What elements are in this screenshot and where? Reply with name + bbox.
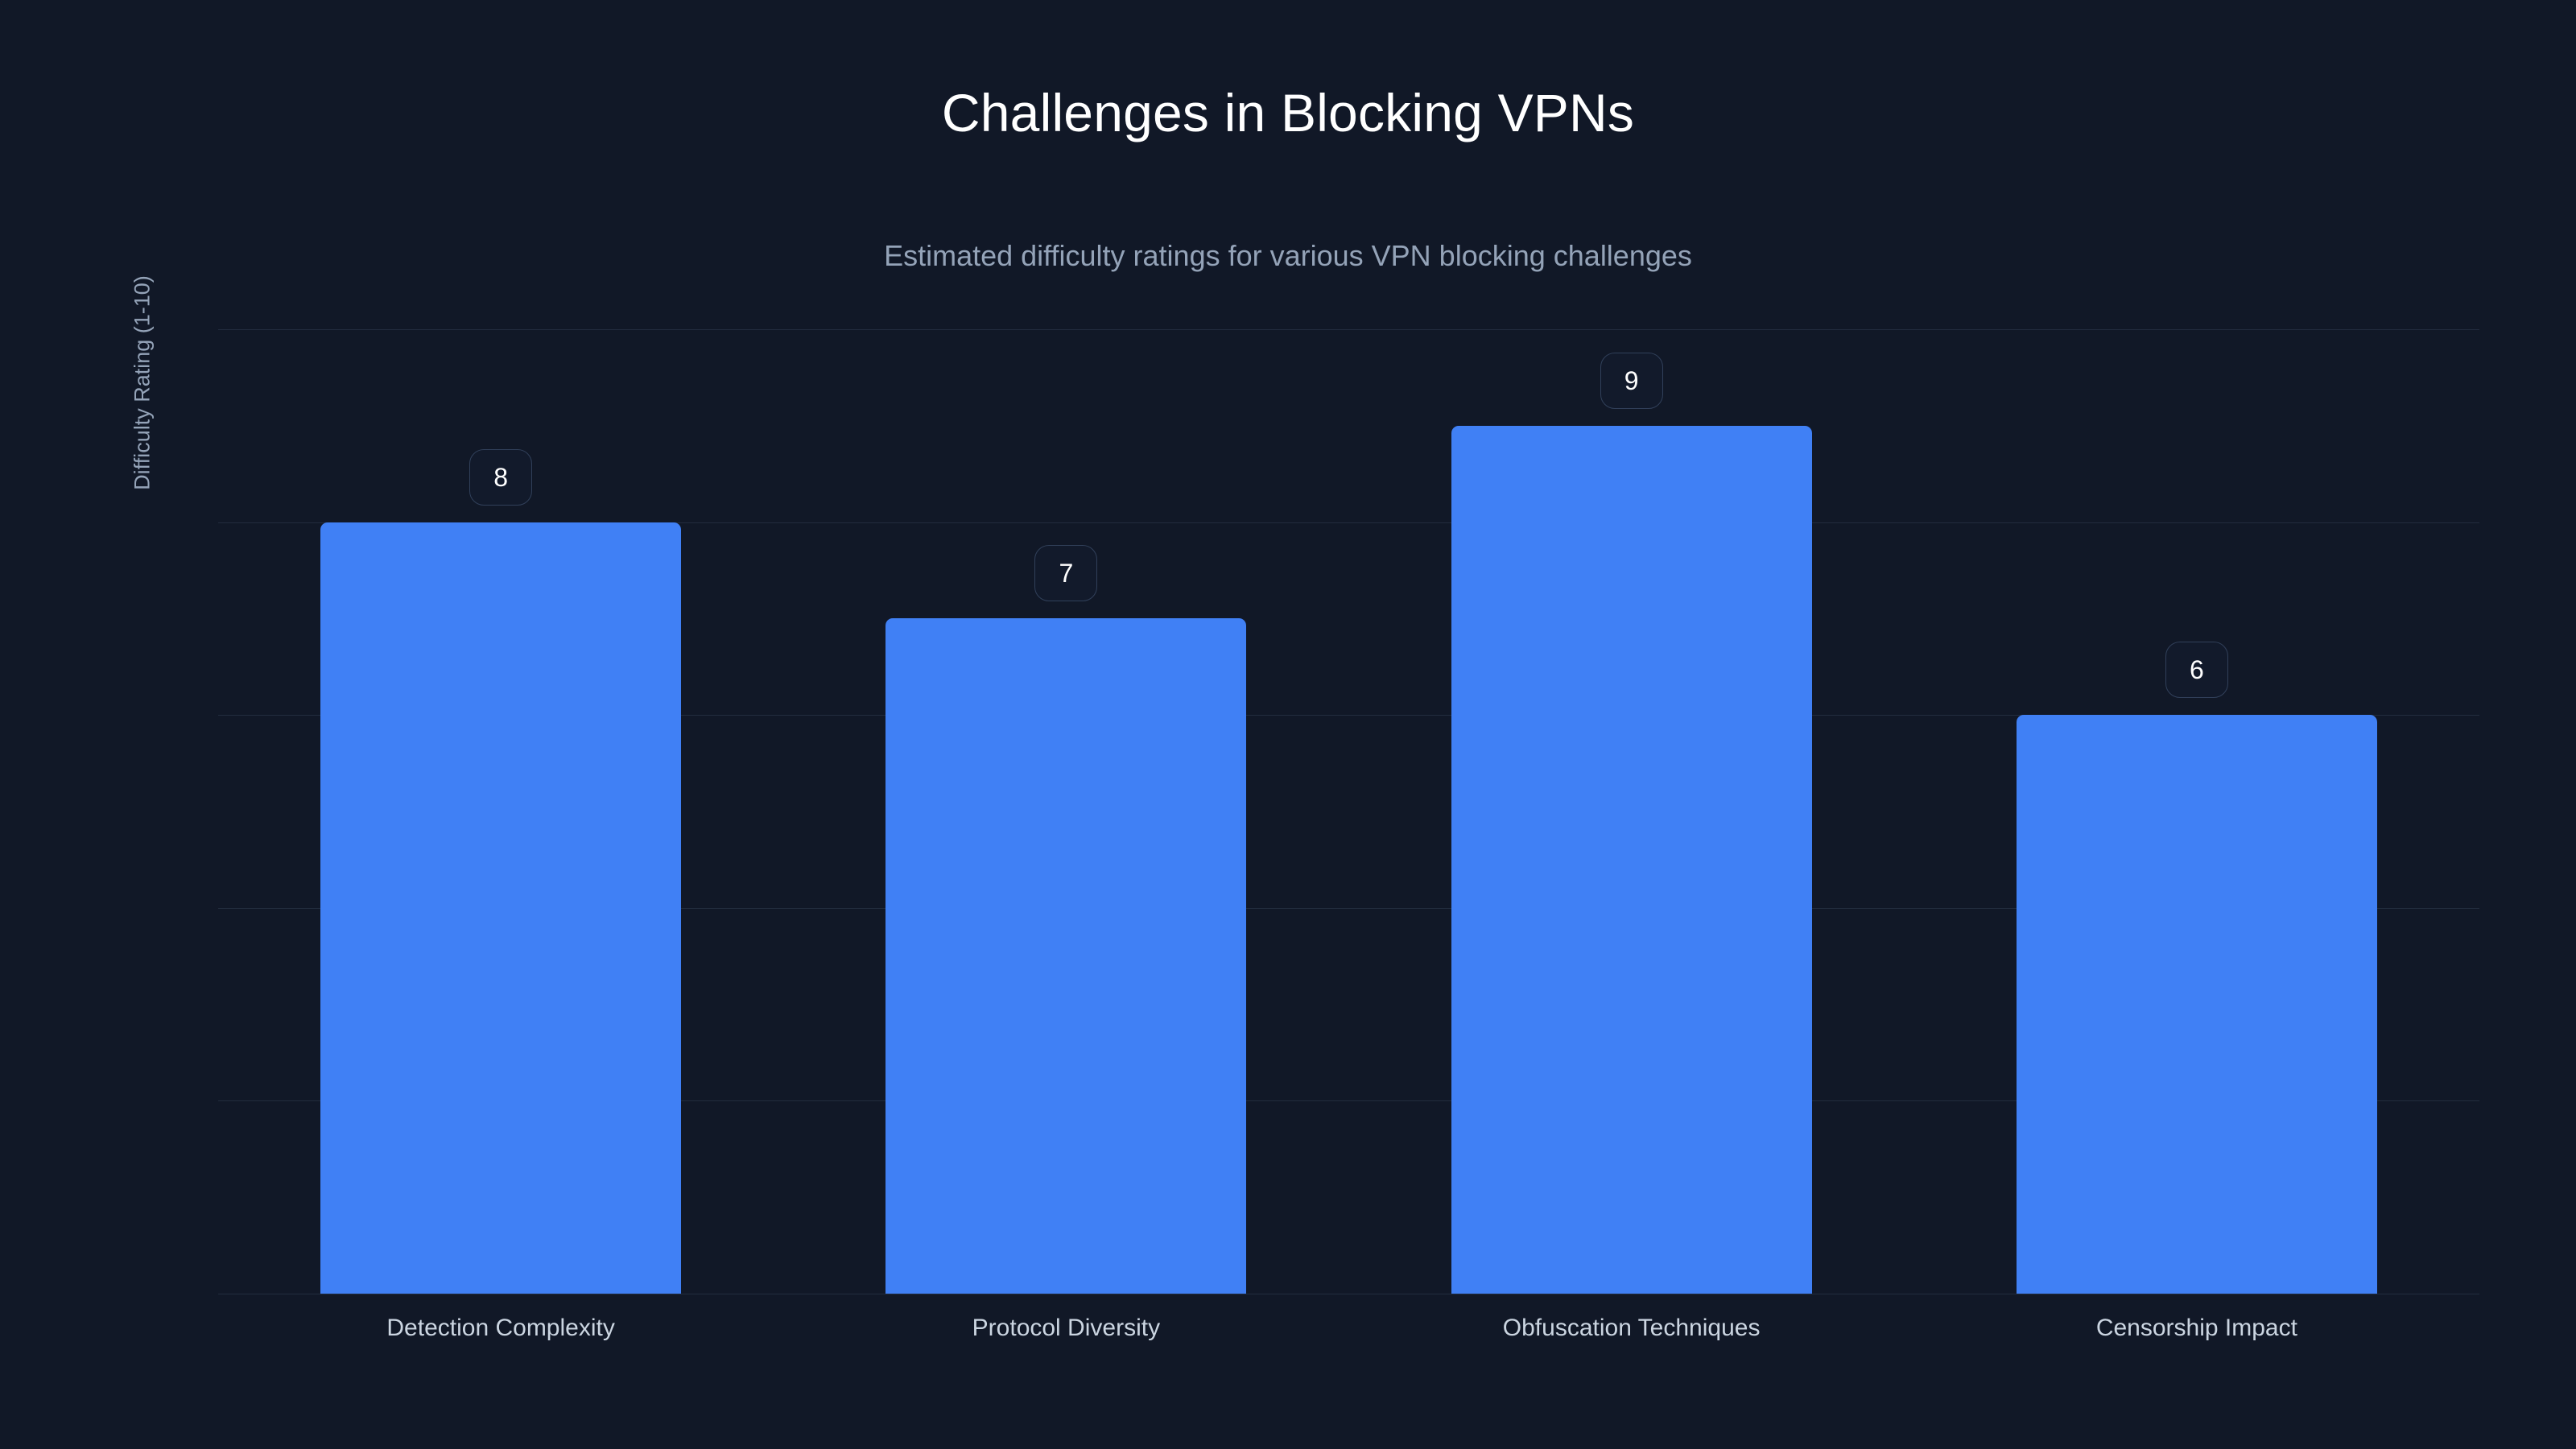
bar-value-badge: 8 — [469, 448, 533, 506]
bar[interactable] — [2016, 715, 2377, 1294]
bar-value-badge: 7 — [1034, 545, 1098, 602]
chart-subtitle: Estimated difficulty ratings for various… — [884, 239, 1692, 272]
x-tick-label: Obfuscation Techniques — [1502, 1315, 1761, 1341]
gridline — [218, 522, 2479, 523]
gridline — [218, 329, 2479, 330]
y-axis-title: Difficulty Rating (1-10) — [130, 275, 155, 490]
x-axis-ticks: Detection Complexity Protocol Diversity Ob… — [218, 1316, 2479, 1364]
gridline — [218, 907, 2479, 909]
x-tick-label: Detection Complexity — [386, 1315, 615, 1341]
bar[interactable] — [320, 522, 682, 1294]
gridline — [218, 715, 2479, 716]
gridline — [218, 1100, 2479, 1102]
chart-title: Challenges in Blocking VPNs — [941, 83, 1635, 142]
bar[interactable] — [886, 618, 1247, 1294]
x-tick-label: Censorship Impact — [2095, 1315, 2297, 1341]
bar[interactable] — [1451, 425, 1812, 1294]
bar-value-badge: 9 — [1600, 352, 1663, 409]
bar-value-badge: 6 — [2165, 642, 2228, 699]
x-tick-label: Protocol Diversity — [972, 1315, 1161, 1341]
